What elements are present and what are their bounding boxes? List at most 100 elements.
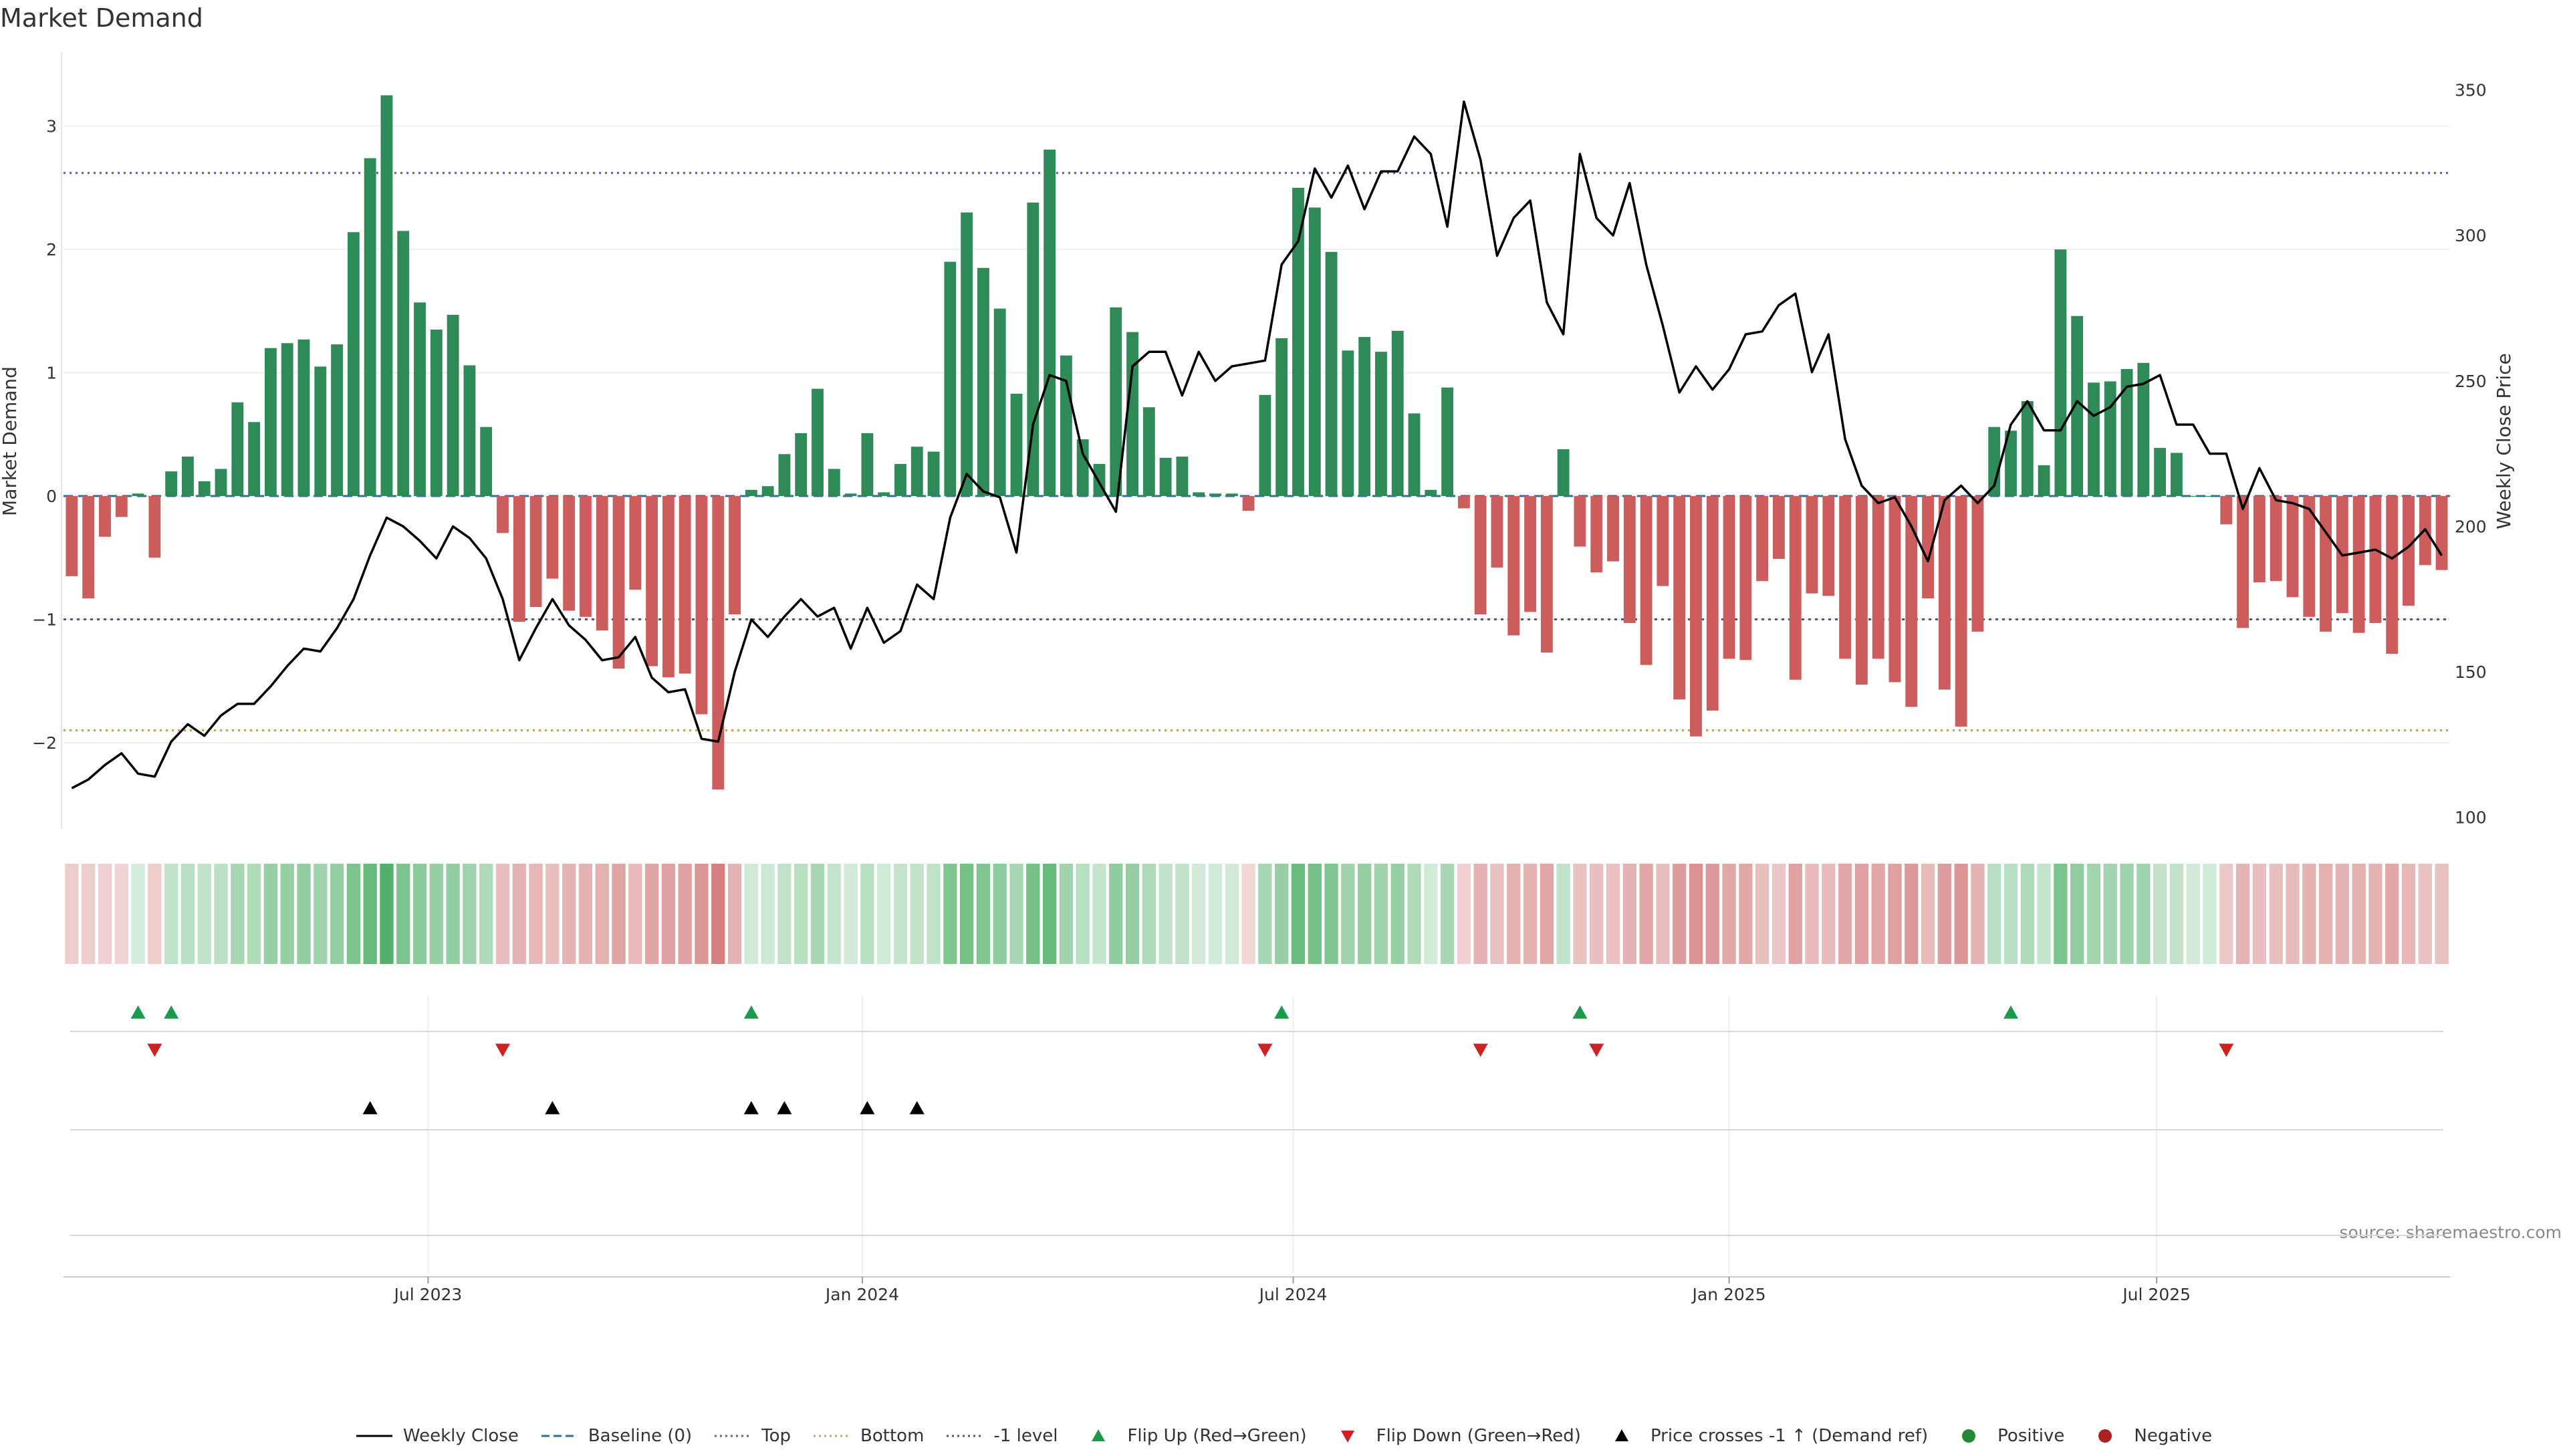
- demand-bar: [878, 492, 890, 496]
- demand-bar: [182, 456, 194, 496]
- heat-cell: [2335, 864, 2350, 964]
- heat-cell: [2401, 864, 2416, 964]
- demand-bar: [1706, 496, 1719, 711]
- heat-cell: [1042, 864, 1057, 964]
- demand-bar: [264, 348, 277, 496]
- demand-bar: [480, 427, 493, 496]
- flip-up-marker: [130, 1005, 146, 1019]
- heat-cell: [860, 864, 874, 964]
- demand-bar: [2187, 496, 2199, 497]
- legend-label: Negative: [2134, 1426, 2213, 1446]
- heat-cell: [429, 864, 443, 964]
- demand-bar: [1888, 496, 1901, 683]
- heat-cell: [479, 864, 493, 964]
- demand-bar: [1739, 496, 1752, 660]
- heat-cell: [1523, 864, 1538, 964]
- heat-cell: [595, 864, 609, 964]
- heat-cell: [628, 864, 642, 964]
- heat-cell: [1158, 864, 1173, 964]
- demand-bar: [662, 496, 675, 678]
- heat-cell: [562, 864, 576, 964]
- y2-tick-label: 200: [2455, 517, 2487, 536]
- heat-cell: [976, 864, 991, 964]
- heat-cell: [827, 864, 841, 964]
- demand-bar: [1657, 496, 1669, 586]
- heat-cell: [396, 864, 410, 964]
- heat-cell: [463, 864, 477, 964]
- legend-swatch: [814, 1435, 850, 1437]
- demand-bar: [812, 388, 824, 496]
- y-tick-label: 0: [46, 487, 57, 506]
- demand-bar: [1922, 496, 1934, 599]
- legend-marker: [1962, 1429, 1976, 1443]
- legend-item: Flip Down (Green→Red): [1328, 1426, 1581, 1446]
- demand-bar: [2270, 496, 2282, 582]
- demand-bar: [165, 471, 178, 496]
- flip-up-marker: [1572, 1005, 1588, 1019]
- price-cross-marker: [743, 1101, 759, 1114]
- reference-lines: [64, 172, 2450, 731]
- demand-bar: [1806, 496, 1818, 594]
- heat-cell: [1291, 864, 1306, 964]
- y2-tick-label: 100: [2455, 808, 2487, 828]
- heat-cell: [1192, 864, 1206, 964]
- demand-bar: [2154, 448, 2167, 496]
- demand-bar: [1905, 496, 1918, 707]
- demand-bar: [198, 481, 211, 496]
- heat-cell: [2020, 864, 2034, 964]
- legend-item: Weekly Close: [355, 1426, 519, 1446]
- flip-down-marker: [2219, 1044, 2234, 1057]
- heat-cell: [1440, 864, 1455, 964]
- heat-cell: [1656, 864, 1670, 964]
- heat-cell: [1590, 864, 1604, 964]
- heat-cell: [893, 864, 908, 964]
- y2-tick-label: 150: [2455, 662, 2487, 682]
- demand-bar: [1557, 449, 1570, 496]
- heat-cell: [114, 864, 128, 964]
- heat-cell: [263, 864, 278, 964]
- heat-cell: [1026, 864, 1040, 964]
- heat-cell: [2352, 864, 2366, 964]
- price-cross-marker: [362, 1101, 378, 1114]
- demand-bar: [612, 496, 625, 669]
- demand-bar: [215, 469, 227, 496]
- demand-bar: [679, 496, 691, 674]
- demand-bar: [1574, 496, 1586, 547]
- demand-bar: [347, 232, 360, 496]
- demand-bar: [2352, 496, 2365, 633]
- heat-cell: [2235, 864, 2250, 964]
- demand-bar: [248, 422, 261, 496]
- demand-bar: [66, 496, 78, 576]
- heat-cell: [1390, 864, 1404, 964]
- legend-item: Flip Up (Red→Green): [1079, 1426, 1307, 1446]
- price-cross-marker: [909, 1101, 925, 1114]
- legend-marker: [1092, 1429, 1106, 1441]
- heat-cell: [844, 864, 858, 964]
- heat-cell: [197, 864, 211, 964]
- source-note: source: sharemaestro.com: [2340, 1223, 2562, 1242]
- heat-cell: [1921, 864, 1935, 964]
- heat-cell: [1673, 864, 1687, 964]
- heat-cell: [2435, 864, 2449, 964]
- demand-bar: [529, 496, 542, 607]
- chart-legend: Weekly Close Baseline (0) Top Bottom -1 leve…: [0, 1416, 2567, 1456]
- x-tick-label: Jul 2025: [2121, 1285, 2191, 1304]
- demand-bar: [944, 261, 957, 496]
- demand-bar: [1425, 489, 1437, 496]
- flip-up-marker: [164, 1005, 179, 1019]
- legend-label: Flip Up (Red→Green): [1127, 1426, 1307, 1446]
- heat-cell: [1507, 864, 1521, 964]
- heat-cell: [744, 864, 759, 964]
- demand-bar: [463, 365, 476, 496]
- demand-bar: [1491, 496, 1503, 568]
- heat-cell: [2070, 864, 2084, 964]
- heat-cell: [380, 864, 394, 964]
- demand-bar: [546, 496, 559, 579]
- heat-cell: [1009, 864, 1023, 964]
- heat-cell: [2186, 864, 2200, 964]
- heat-cell: [1606, 864, 1620, 964]
- demand-bar: [430, 330, 443, 496]
- price-line-group: [71, 100, 2443, 790]
- demand-bar: [646, 496, 658, 666]
